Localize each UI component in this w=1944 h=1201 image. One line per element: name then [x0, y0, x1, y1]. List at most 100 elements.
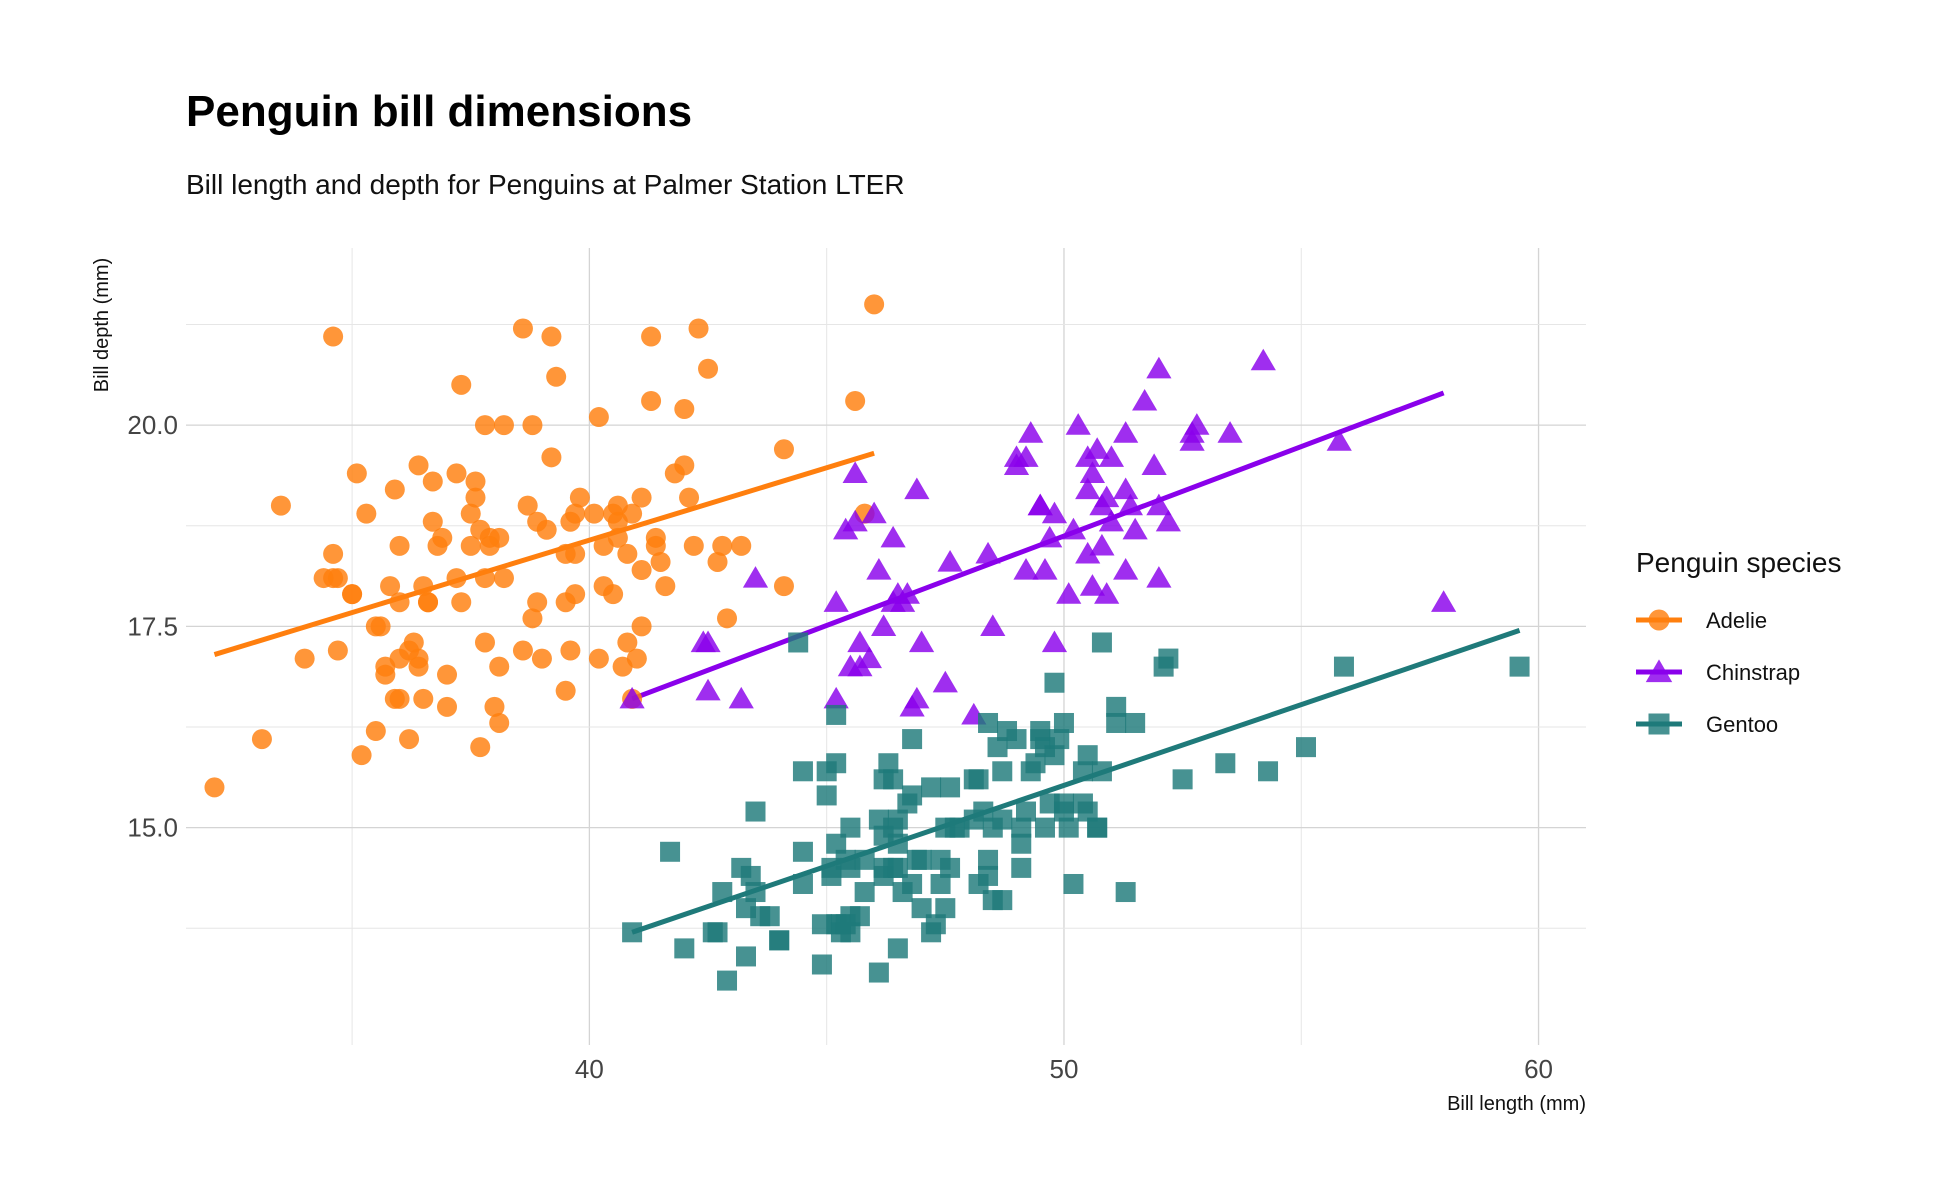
adelie-point [251, 729, 272, 750]
adelie-point [565, 503, 586, 524]
y-axis-label: Bill depth (mm) [91, 258, 113, 392]
adelie-point [674, 399, 695, 420]
gentoo-point [963, 769, 984, 790]
adelie-point [512, 640, 533, 661]
gentoo-point [1025, 753, 1046, 774]
adelie-point [460, 503, 481, 524]
adelie-point [631, 487, 652, 508]
gentoo-point [854, 882, 875, 903]
chinstrap-point [1117, 493, 1144, 516]
gentoo-point [835, 914, 856, 935]
legend-chinstrap-label: Chinstrap [1706, 660, 1800, 685]
adelie-point [470, 737, 491, 758]
adelie-point [631, 616, 652, 637]
adelie-point [413, 576, 434, 597]
adelie-point [408, 656, 429, 677]
gentoo-point [1106, 696, 1127, 717]
gentoo-point [868, 962, 889, 983]
chinstrap-point [1155, 509, 1181, 532]
adelie-point [773, 439, 794, 460]
adelie-point [645, 527, 666, 548]
adelie-point [451, 592, 472, 613]
chinstrap-point [866, 558, 892, 580]
adelie-point [569, 487, 590, 508]
x-tick-label: 60 [1524, 1054, 1553, 1084]
legend: Penguin species Adelie Chinstrap Gentoo [1636, 547, 1841, 737]
chinstrap-point [728, 686, 754, 709]
adelie-point [484, 696, 505, 717]
gentoo-point [1172, 769, 1193, 790]
gentoo-point [992, 890, 1013, 911]
chinstrap-point [619, 686, 645, 709]
chinstrap-point [1075, 541, 1101, 564]
chinstrap-point [1179, 421, 1205, 443]
chinstrap-point [1094, 485, 1120, 508]
adelie-point [617, 543, 638, 564]
legend-chinstrap-marker [1645, 659, 1673, 683]
gentoo-point [712, 882, 733, 903]
gentoo-point [1016, 801, 1036, 822]
chinstrap-point [1250, 348, 1276, 371]
adelie-point [389, 592, 410, 613]
chinstrap-point [1141, 453, 1167, 475]
chinstrap-point [847, 630, 873, 653]
gentoo-point [1011, 833, 1032, 854]
y-axis-ticks: 15.0 17.5 20.0 [127, 410, 178, 843]
gentoo-point [878, 753, 899, 774]
adelie-point [641, 390, 662, 411]
chart-subtitle: Bill length and depth for Penguins at Pa… [186, 169, 905, 200]
adelie-point [617, 632, 638, 653]
chinstrap-point [1113, 477, 1139, 500]
adelie-point [522, 415, 543, 436]
adelie-point [650, 551, 671, 572]
gentoo-point [736, 946, 756, 967]
x-axis-ticks: 40 50 60 [575, 1054, 1553, 1084]
adelie-point [555, 543, 576, 564]
gentoo-point [1091, 632, 1112, 653]
gentoo-point [821, 865, 842, 886]
adelie-point [460, 535, 481, 556]
gentoo-point [1058, 817, 1079, 838]
gentoo-point [622, 922, 643, 943]
gentoo-point [873, 769, 894, 790]
gentoo-point [1258, 761, 1279, 782]
adelie-point [717, 608, 738, 629]
adelie-point [418, 592, 439, 613]
chinstrap-point [1094, 582, 1120, 604]
chinstrap-point [1027, 493, 1053, 516]
adelie-point [541, 326, 562, 347]
chinstrap-point [1041, 630, 1068, 653]
chinstrap-point [861, 501, 887, 524]
gentoo-point [1053, 712, 1074, 733]
adelie-point [204, 777, 225, 798]
gentoo-point [759, 906, 780, 927]
gentoo-point [1049, 729, 1070, 750]
adelie-point [365, 721, 386, 742]
adelie-point [389, 535, 410, 556]
gentoo-point [1091, 761, 1112, 782]
adelie-point [422, 511, 443, 532]
gentoo-point [930, 873, 951, 894]
gentoo-point [978, 849, 999, 870]
gentoo-point [902, 729, 923, 750]
adelie-point [493, 568, 514, 589]
gentoo-point [1296, 737, 1316, 758]
adelie-point [489, 656, 510, 677]
adelie-point [555, 680, 576, 701]
adelie-point [474, 568, 495, 589]
gentoo-point [978, 712, 999, 733]
gentoo-point [840, 817, 861, 838]
chinstrap-point [1018, 421, 1044, 443]
gentoo-point [769, 930, 790, 951]
gentoo-point [987, 737, 1008, 758]
chinstrap-point [842, 461, 868, 484]
adelie-point [323, 543, 344, 564]
adelie-point [380, 576, 401, 597]
adelie-point [560, 640, 581, 661]
gentoo-point [792, 873, 813, 894]
chinstrap-point [1075, 477, 1101, 500]
gentoo-point [1063, 873, 1084, 894]
gentoo-point [1034, 817, 1055, 838]
chinstrap-point [1132, 388, 1158, 411]
